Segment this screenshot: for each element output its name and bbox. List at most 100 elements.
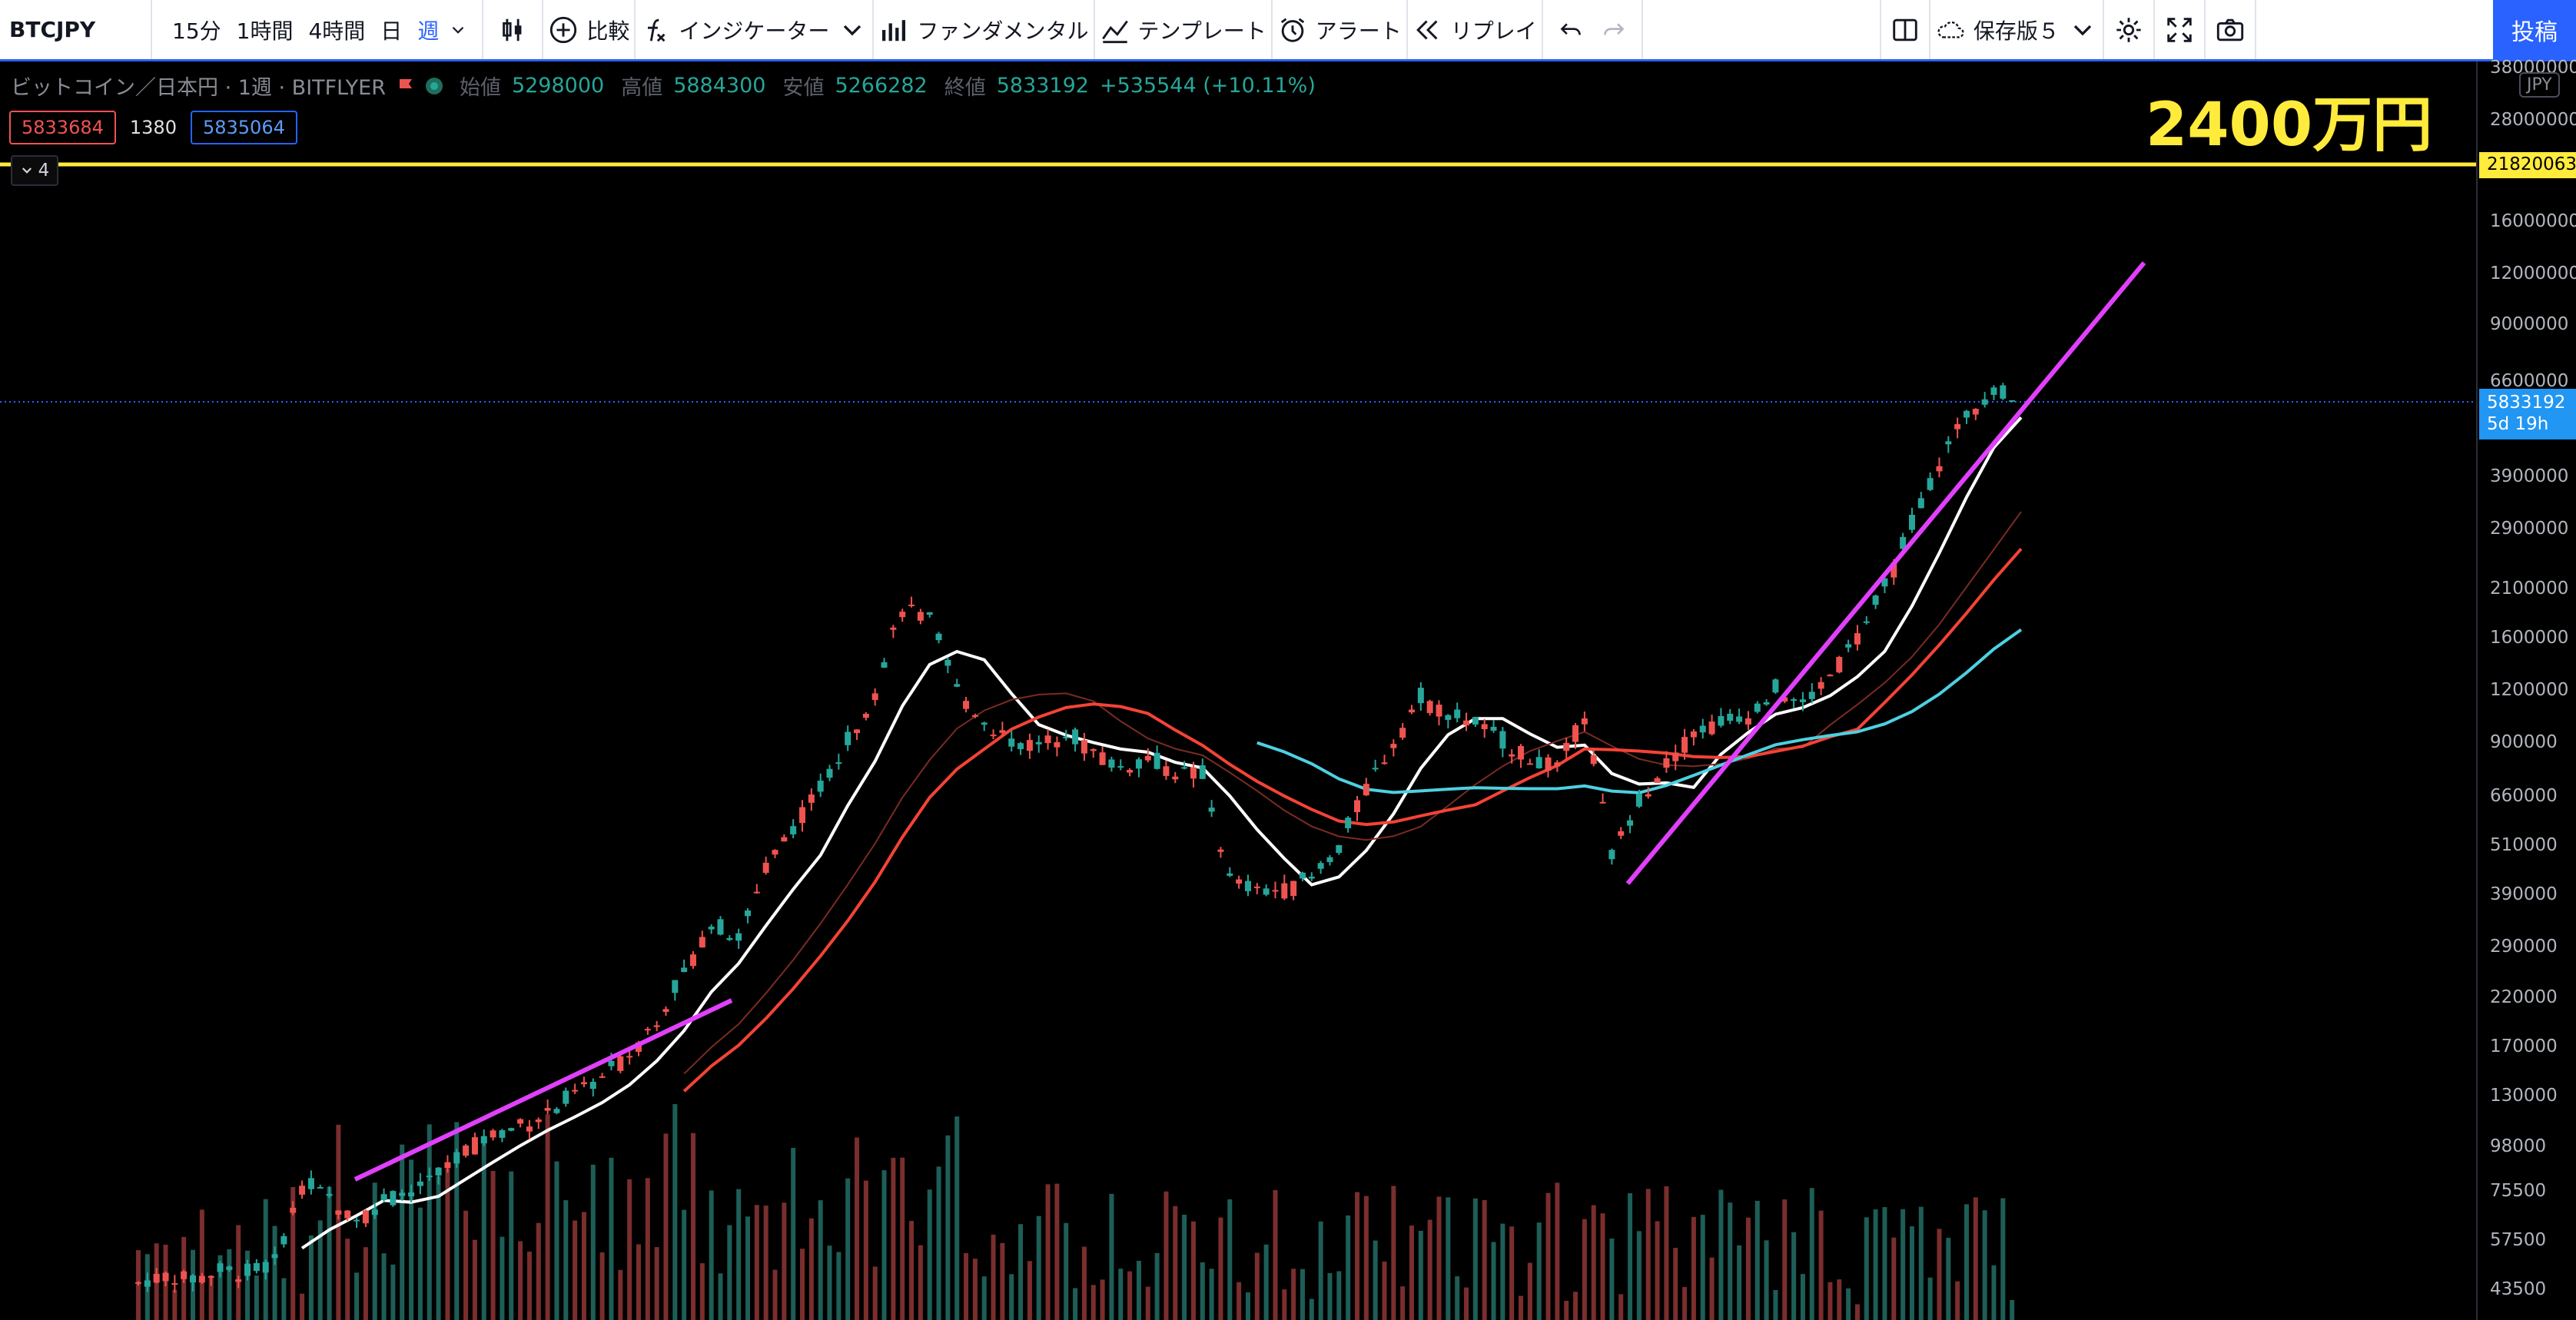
volume-bar — [500, 1236, 505, 1320]
volume-bars — [136, 1104, 2015, 1320]
series-title[interactable]: ビットコイン／日本円 · 1週 · BITFLYER — [11, 76, 386, 100]
volume-bar — [400, 1144, 405, 1320]
volume-bar — [417, 1207, 423, 1320]
volume-bar — [900, 1157, 905, 1320]
flag-icon[interactable] — [397, 77, 415, 95]
volume-bar — [1955, 1281, 1960, 1320]
interval-1h[interactable]: 1時間 — [236, 18, 294, 44]
price-tick: 43500 — [2490, 1279, 2547, 1299]
collapse-indicators-button[interactable]: 4 — [11, 155, 58, 186]
interval-4h[interactable]: 4時間 — [308, 18, 366, 44]
volume-bar — [1182, 1214, 1187, 1320]
candle — [1572, 725, 1579, 742]
volume-bar — [718, 1273, 723, 1320]
candle — [1791, 699, 1798, 701]
settings-button[interactable] — [2104, 0, 2155, 59]
undo-icon[interactable] — [1557, 16, 1585, 44]
chevron-down-icon[interactable] — [2067, 15, 2098, 45]
volume-bar — [954, 1116, 960, 1320]
candle — [1518, 745, 1525, 760]
volume-bar — [1209, 1269, 1214, 1320]
candle — [1108, 759, 1115, 768]
volume-bar — [1073, 1288, 1078, 1320]
candle — [1744, 718, 1751, 725]
fundamentals-button[interactable]: ファンダメンタル — [874, 0, 1095, 59]
chart-pane[interactable]: ビットコイン／日本円 · 1週 · BITFLYER 始値 5298000 高値 5… — [0, 61, 2476, 1320]
publish-button[interactable]: 投稿 — [2493, 0, 2576, 59]
chevron-down-icon[interactable] — [837, 15, 868, 45]
volume-bar — [736, 1189, 742, 1320]
layout-button[interactable] — [1879, 0, 1930, 59]
candle — [1526, 763, 1533, 765]
volume-bar — [645, 1178, 650, 1320]
indicator-value-red[interactable]: 5833684 — [9, 111, 116, 144]
ma-red — [682, 548, 2023, 1093]
volume-bar — [1136, 1260, 1141, 1320]
indicator-value-blue[interactable]: 5835064 — [190, 111, 297, 144]
volume-bar — [909, 1221, 915, 1320]
volume-bar — [818, 1200, 823, 1320]
candle — [1654, 778, 1661, 784]
compare-button[interactable]: 比較 — [543, 0, 636, 59]
volume-bar — [1482, 1199, 1487, 1320]
volume-bar — [272, 1225, 277, 1320]
volume-bar — [618, 1269, 623, 1320]
candle — [499, 1130, 506, 1138]
volume-bar — [536, 1222, 541, 1320]
candle — [935, 633, 942, 641]
candle — [399, 1192, 406, 1196]
interval-15m[interactable]: 15分 — [172, 18, 221, 44]
trendline-2021[interactable] — [1625, 261, 2146, 885]
interval-1w[interactable]: 週 — [417, 18, 440, 44]
indicators-button[interactable]: インジケーター — [636, 0, 875, 59]
replay-button[interactable]: リプレイ — [1408, 0, 1543, 59]
snapshot-button[interactable] — [2206, 0, 2256, 59]
candle — [1299, 872, 1306, 879]
save-layout-button[interactable]: 保存版５ — [1930, 0, 2104, 59]
chevron-down-icon[interactable] — [448, 20, 468, 40]
volume-bar — [526, 1251, 532, 1320]
candle — [617, 1056, 624, 1071]
function-icon — [648, 18, 666, 41]
alert-button[interactable]: アラート — [1273, 0, 1408, 59]
annotation-text[interactable]: 2400万円 — [2146, 91, 2433, 160]
candle — [1390, 744, 1397, 748]
symbol-search[interactable]: BTCJPY — [0, 0, 152, 59]
trendline-2017[interactable] — [354, 998, 733, 1182]
volume-bar — [1464, 1287, 1469, 1320]
candle — [1281, 883, 1288, 899]
volume-bar — [936, 1166, 941, 1320]
volume-bar — [1628, 1192, 1633, 1320]
candle — [1172, 776, 1179, 780]
low-label: 安値 — [782, 76, 825, 100]
volume-bar — [227, 1249, 232, 1320]
currency-label[interactable]: JPY — [2519, 72, 2560, 98]
candle — [1363, 784, 1369, 796]
candle — [1336, 844, 1343, 854]
candle — [790, 826, 797, 834]
candle — [307, 1178, 314, 1189]
price-tick: 9000000 — [2490, 314, 2569, 334]
candlesticks — [135, 383, 2016, 1293]
volume-bar — [436, 1176, 441, 1320]
templates-button[interactable]: テンプレート — [1095, 0, 1273, 59]
candle — [1272, 890, 1279, 892]
price-scale[interactable]: 38000000 28000000 16000000 12000000 9000000 6… — [2476, 58, 2576, 1320]
redo-icon[interactable] — [1600, 16, 1628, 44]
candle — [799, 807, 806, 824]
volume-bar — [590, 1164, 596, 1320]
candle — [1181, 767, 1188, 769]
interval-1d[interactable]: 日 — [380, 18, 403, 44]
volume-bar — [1327, 1272, 1333, 1320]
price-chart[interactable] — [0, 61, 2476, 1320]
fullscreen-button[interactable] — [2155, 0, 2206, 59]
candle — [1345, 818, 1352, 828]
chart-type-button[interactable] — [483, 0, 544, 59]
candle — [1054, 741, 1061, 748]
candle — [217, 1263, 224, 1272]
candle — [981, 722, 988, 725]
candle — [1509, 754, 1515, 757]
candle — [1927, 478, 1934, 490]
candle — [1608, 850, 1615, 860]
candle — [408, 1192, 415, 1197]
